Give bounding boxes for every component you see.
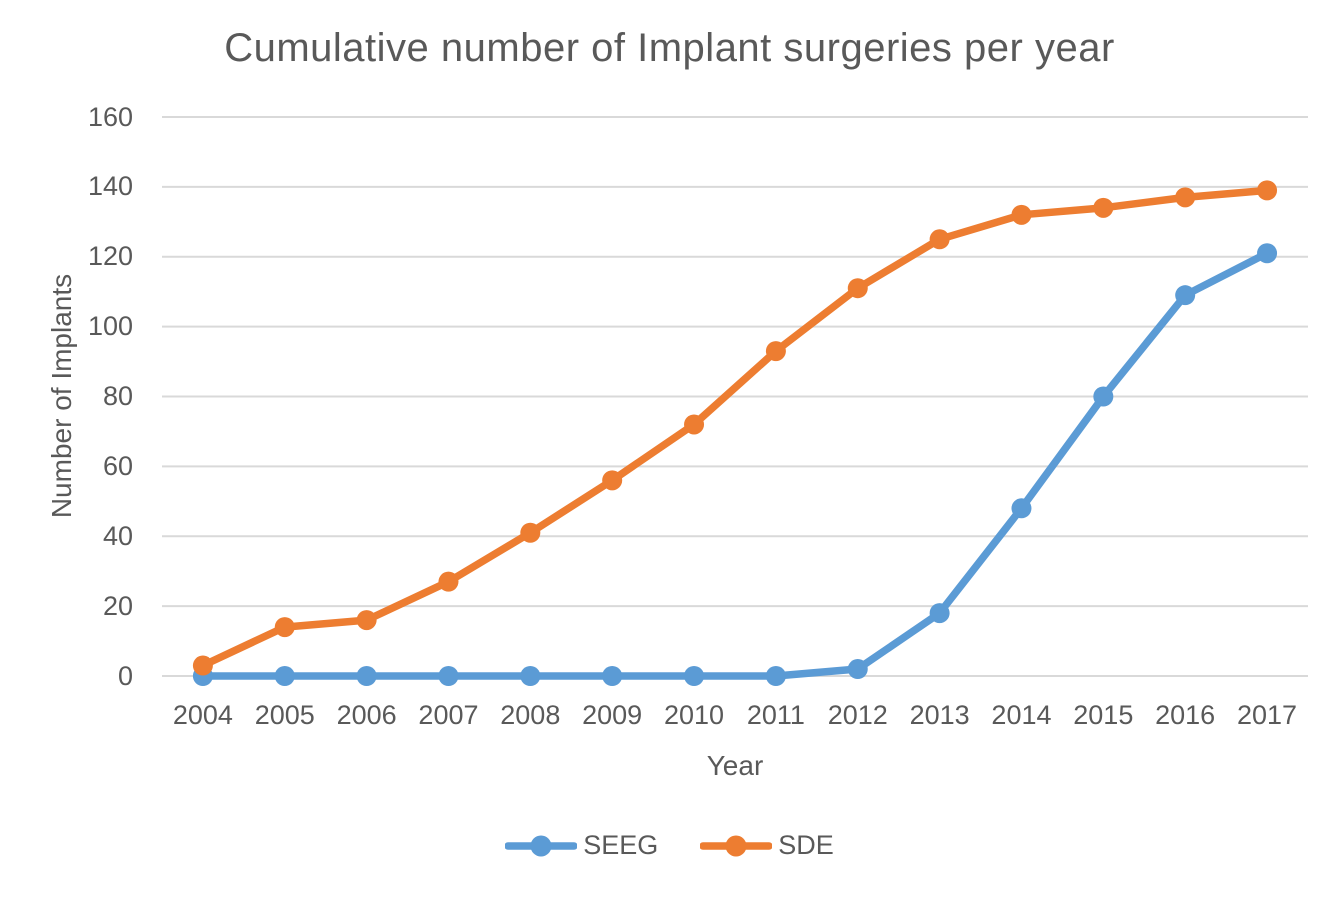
chart-title: Cumulative number of Implant surgeries p…: [224, 26, 1115, 70]
data-point-SEEG: [765, 666, 786, 686]
legend-label: SDE: [778, 830, 834, 860]
y-tick-label: 100: [87, 311, 133, 342]
data-point-SEEG: [1257, 243, 1278, 264]
legend-marker-icon: [505, 835, 578, 856]
data-point-SEEG: [1093, 386, 1114, 407]
data-point-SEEG: [520, 666, 541, 686]
data-point-SEEG: [847, 659, 868, 680]
series-line-SEEG: [199, 249, 1271, 680]
data-point-SDE: [1257, 180, 1278, 201]
y-tick-label: 20: [102, 590, 133, 621]
legend-item-SDE: SDE: [700, 830, 834, 861]
data-point-SDE: [274, 617, 295, 638]
data-point-SDE: [1093, 197, 1114, 218]
x-tick-label: 2014: [991, 700, 1052, 730]
x-tick-label: 2005: [254, 700, 315, 730]
data-point-SEEG: [356, 666, 377, 686]
x-tick-label: 2017: [1236, 700, 1298, 730]
data-point-SDE: [192, 655, 213, 676]
y-tick-label: 40: [102, 520, 133, 551]
data-point-SEEG: [684, 666, 705, 686]
x-tick-label: 2015: [1073, 700, 1134, 730]
x-tick-label: 2007: [418, 700, 479, 730]
data-point-SEEG: [274, 666, 295, 686]
data-point-SDE: [438, 571, 459, 592]
data-point-SEEG: [929, 603, 950, 624]
data-point-SDE: [765, 341, 786, 362]
x-tick-label: 2006: [336, 700, 397, 730]
x-tick-label: 2012: [827, 700, 888, 730]
x-tick-label: 2009: [582, 700, 643, 730]
series-line-SDE: [199, 186, 1271, 670]
x-tick-label: 2013: [909, 700, 970, 730]
x-axis-title: Year: [706, 750, 764, 781]
y-tick-label: 60: [102, 450, 133, 481]
x-tick-label: 2010: [663, 700, 725, 730]
legend-marker-icon: [700, 835, 773, 856]
x-tick-label: 2004: [172, 700, 233, 730]
legend-label: SEEG: [583, 830, 659, 860]
y-tick-label: 0: [117, 660, 133, 691]
legend-item-SEEG: SEEG: [505, 830, 658, 861]
data-point-SEEG: [1175, 285, 1196, 306]
y-tick-label: 160: [87, 101, 133, 132]
data-point-SDE: [847, 278, 868, 299]
data-point-SEEG: [438, 666, 459, 686]
data-point-SDE: [684, 414, 705, 435]
data-point-SDE: [929, 229, 950, 250]
x-tick-label: 2011: [746, 700, 805, 730]
data-point-SDE: [602, 470, 623, 491]
y-tick-label: 120: [87, 241, 133, 272]
data-point-SDE: [1175, 187, 1196, 208]
data-point-SDE: [1011, 204, 1032, 225]
x-tick-label: 2016: [1155, 700, 1216, 730]
data-point-SEEG: [1011, 498, 1032, 519]
y-tick-label: 140: [87, 171, 133, 202]
data-point-SDE: [356, 610, 377, 631]
x-tick-label: 2008: [500, 700, 561, 730]
data-point-SEEG: [602, 666, 623, 686]
data-point-SDE: [520, 522, 541, 543]
y-tick-label: 80: [102, 381, 133, 411]
legend: SEEG SDE: [0, 830, 1339, 861]
